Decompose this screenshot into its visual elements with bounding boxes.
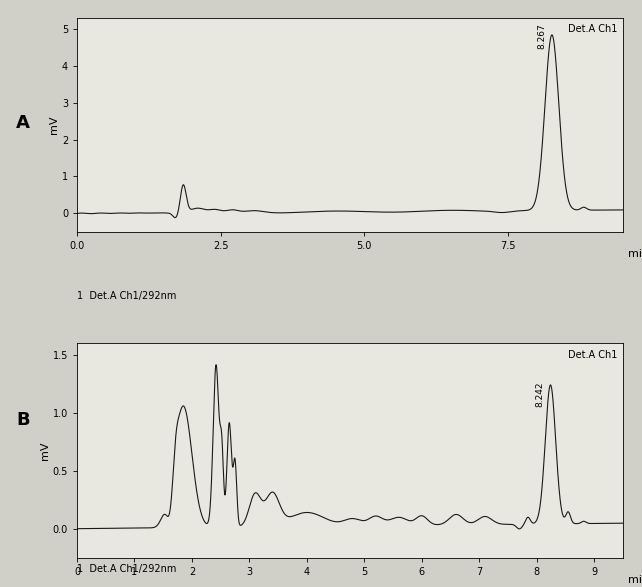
Text: min: min — [628, 249, 642, 259]
Text: min: min — [628, 575, 642, 585]
Text: 8.267: 8.267 — [537, 23, 546, 49]
Text: B: B — [16, 411, 30, 429]
Text: 1  Det.A Ch1/292nm: 1 Det.A Ch1/292nm — [77, 564, 177, 574]
Text: 8.242: 8.242 — [535, 382, 544, 407]
Text: Det.A Ch1: Det.A Ch1 — [568, 350, 618, 360]
Text: Det.A Ch1: Det.A Ch1 — [568, 24, 618, 34]
Text: 1  Det.A Ch1/292nm: 1 Det.A Ch1/292nm — [77, 291, 177, 301]
Y-axis label: mV: mV — [40, 441, 50, 460]
Text: A: A — [16, 114, 30, 132]
Y-axis label: mV: mV — [49, 116, 59, 134]
